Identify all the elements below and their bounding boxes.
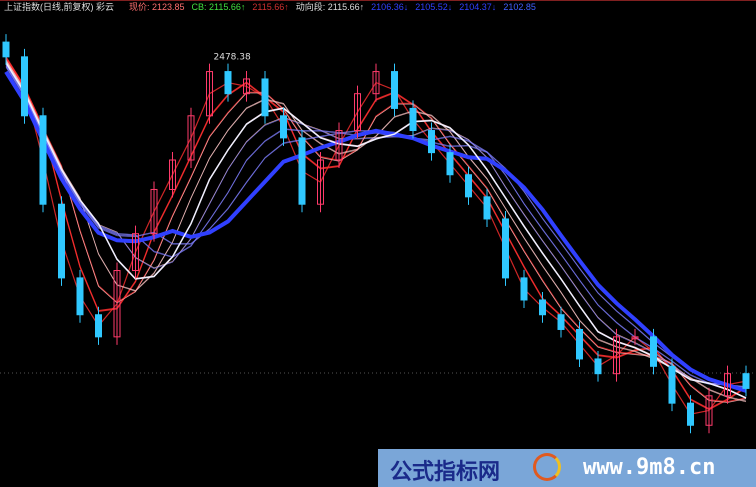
candle: [724, 373, 731, 397]
value-3: 2105.52↓: [415, 2, 453, 12]
candle: [391, 71, 398, 109]
candle: [113, 270, 121, 338]
candle: [261, 78, 269, 117]
center-ribbon-line: [5, 62, 747, 399]
candle: [705, 395, 713, 426]
candle: [668, 365, 676, 404]
candle: [428, 130, 435, 154]
candle: [187, 115, 195, 161]
candle: [150, 188, 158, 235]
cb-value: CB: 2115.66↑: [191, 2, 246, 12]
candle: [557, 314, 565, 330]
chart-title: 上证指数(日线,前复权) 彩云: [4, 2, 114, 12]
candle: [483, 196, 491, 220]
candle: [298, 137, 306, 205]
candle: [742, 373, 750, 389]
ribbon-line: [5, 64, 747, 393]
candle: [502, 218, 509, 279]
candle: [576, 328, 583, 360]
watermark-banner: 公式指标网 www.9m8.cn: [378, 449, 756, 487]
candle: [39, 115, 47, 205]
candle: [650, 336, 657, 367]
current-price: 现价: 2123.85: [129, 2, 185, 12]
ribbon-line: [5, 65, 747, 388]
candle: [95, 314, 102, 338]
candle: [613, 336, 620, 375]
candle: [539, 299, 546, 316]
candle: [372, 71, 380, 95]
candle: [631, 336, 639, 340]
trend-value: 动向段: 2115.66↑: [295, 2, 365, 12]
candle: [2, 41, 10, 58]
ribbon-line: [5, 59, 747, 403]
candle: [58, 203, 65, 279]
candle: [335, 130, 343, 161]
watermark-url: www.9m8.cn: [583, 455, 716, 480]
ribbon-line: [5, 60, 747, 402]
value-1: 2115.66↑: [252, 2, 289, 12]
candle: [409, 107, 417, 132]
chart-header: 上证指数(日线,前复权) 彩云 现价: 2123.85 CB: 2115.66↑…: [0, 0, 756, 13]
value-4: 2104.37↓: [459, 2, 497, 12]
candle: [206, 71, 213, 117]
ribbon-line: [5, 61, 747, 403]
candle: [76, 277, 84, 316]
site-logo-icon: [533, 453, 561, 481]
candle: [21, 56, 28, 117]
value-5: 2102.85: [503, 2, 536, 12]
candle: [132, 233, 139, 272]
value-2: 2106.36↓: [371, 2, 409, 12]
outer-ribbon-line: [4, 70, 747, 393]
candle: [224, 71, 232, 95]
candle: [687, 402, 694, 426]
candle: [594, 358, 602, 375]
candle: [243, 78, 250, 95]
ribbon-line: [5, 63, 747, 392]
watermark-site-name: 公式指标网: [390, 460, 501, 485]
candle: [446, 152, 454, 176]
candle: [169, 159, 176, 190]
ribbon-line: [5, 58, 747, 403]
candle: [280, 115, 287, 139]
candle: [520, 277, 528, 301]
peak-label: 2478.38: [214, 53, 251, 63]
candle: [354, 93, 361, 132]
candle: [317, 159, 324, 205]
candle: [465, 174, 472, 198]
